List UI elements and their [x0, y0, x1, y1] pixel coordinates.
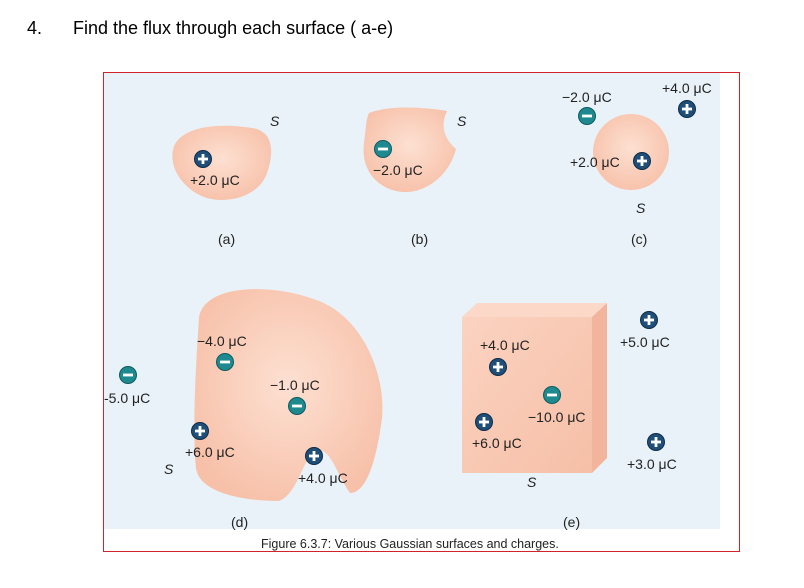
surface-d — [194, 289, 383, 501]
surface-b — [363, 107, 456, 193]
panel-c-label: (c) — [631, 231, 647, 247]
gaussian-surfaces-figure: +2.0 μC S (a) −2.0 μC S (b) −2.0 μC +4.0… — [104, 80, 712, 551]
positive-charge-icon — [305, 447, 323, 465]
panel-a-label: (a) — [218, 231, 235, 247]
negative-charge-icon — [216, 353, 234, 371]
surface-e-top — [462, 303, 607, 317]
question-text: Find the flux through each surface ( a-e… — [73, 18, 394, 38]
surface-e-symbol: S — [527, 474, 537, 490]
negative-charge-icon — [119, 366, 137, 384]
surface-e — [462, 317, 592, 473]
negative-charge-icon — [288, 397, 306, 415]
charge-d1-label: −4.0 μC — [197, 333, 247, 349]
charge-e2-label: −10.0 μC — [528, 409, 586, 425]
panel-e-label: (e) — [563, 514, 580, 530]
figure-frame: +2.0 μC S (a) −2.0 μC S (b) −2.0 μC +4.0… — [103, 72, 740, 552]
surface-e-side — [592, 303, 607, 473]
panel-d-label: (d) — [231, 514, 248, 530]
figure-caption: Figure 6.3.7: Various Gaussian surfaces … — [261, 537, 559, 551]
charge-e3-label: +6.0 μC — [472, 435, 522, 451]
charge-c2-label: +4.0 μC — [662, 80, 712, 96]
figure-right-margin — [720, 73, 739, 529]
surface-a-symbol: S — [270, 113, 280, 129]
positive-charge-icon — [475, 413, 493, 431]
charge-b1-label: −2.0 μC — [373, 162, 423, 178]
figure-bottom-margin — [104, 529, 739, 551]
surface-c — [593, 114, 669, 190]
surface-c-symbol: S — [636, 200, 646, 216]
charge-c1-label: −2.0 μC — [562, 89, 612, 105]
surface-a — [172, 125, 272, 200]
charge-c3-label: +2.0 μC — [570, 154, 620, 170]
negative-charge-icon — [578, 107, 596, 125]
surface-d-symbol: S — [164, 461, 174, 477]
charge-d5-label: +4.0 μC — [298, 470, 348, 486]
charge-a1-label: +2.0 μC — [190, 172, 240, 188]
charge-e5-label: +3.0 μC — [627, 456, 677, 472]
positive-charge-icon — [647, 433, 665, 451]
positive-charge-icon — [191, 422, 209, 440]
positive-charge-icon — [640, 311, 658, 329]
charge-d4-label: +6.0 μC — [185, 444, 235, 460]
positive-charge-icon — [194, 150, 212, 168]
positive-charge-icon — [678, 100, 696, 118]
positive-charge-icon — [489, 358, 507, 376]
charge-e1-label: +4.0 μC — [480, 337, 530, 353]
negative-charge-icon — [374, 140, 392, 158]
question-number: 4. — [27, 18, 43, 38]
charge-d3-label: -5.0 μC — [104, 390, 150, 406]
charge-e4-label: +5.0 μC — [620, 334, 670, 350]
positive-charge-icon — [633, 152, 651, 170]
surface-b-symbol: S — [457, 113, 467, 129]
charge-d2-label: −1.0 μC — [270, 377, 320, 393]
negative-charge-icon — [543, 386, 561, 404]
panel-b-label: (b) — [411, 231, 428, 247]
